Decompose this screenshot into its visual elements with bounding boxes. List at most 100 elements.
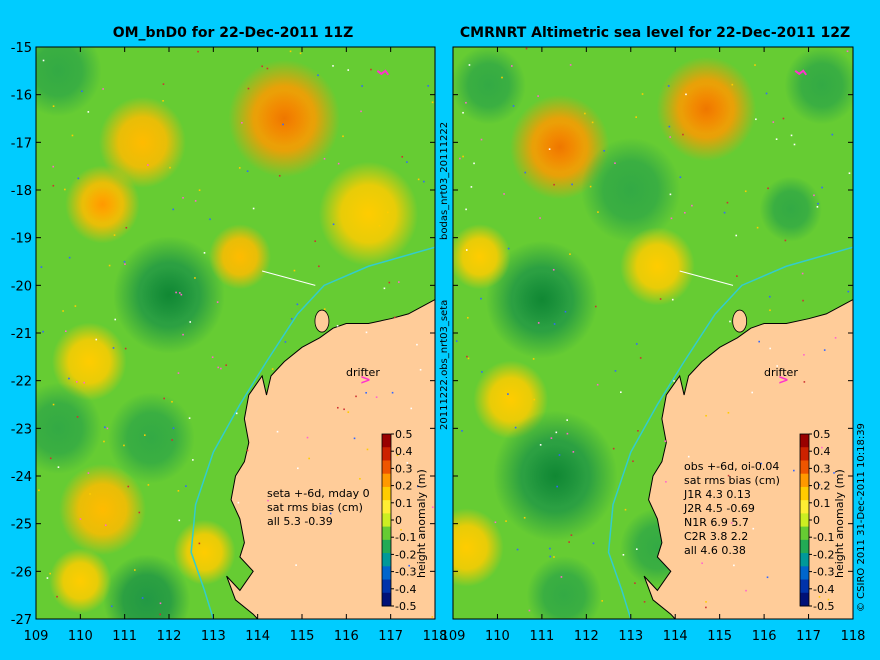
observation-dot [635,116,637,118]
observation-dot [178,519,181,522]
observation-dot [793,469,795,472]
stats-line: all 4.6 0.38 [684,544,746,557]
observation-dot [790,134,793,137]
observation-dot [560,576,563,578]
observation-dot [138,511,141,514]
observation-dot [528,609,531,612]
latitude-tick-label: -18 [11,184,32,199]
observation-dot [775,138,778,140]
colorbar-title: height anomaly (m) [833,469,846,578]
copyright-label: © CSIRO 2011 31-Dec-2011 10:18:39 [856,423,867,612]
observation-dot [745,589,747,592]
colorbar-swatch [800,579,809,594]
observation-dot [46,577,49,579]
observation-dot [162,99,164,102]
observation-dot [673,380,675,382]
stats-line: J2R 4.5 -0.69 [683,502,755,515]
colorbar-swatch [800,447,809,461]
longitude-tick-label: 110 [485,629,510,644]
stats-line: sat rms bias (cm) [267,501,363,514]
observation-dot [566,432,569,435]
observation-dot [818,483,821,486]
observation-dot [104,524,107,527]
observation-dot [793,143,796,146]
observation-dot [667,85,670,87]
anomaly-blob [453,47,526,125]
observation-dot [552,268,555,271]
observation-dot [102,88,104,90]
observation-dot [511,65,513,67]
observation-dot [594,305,597,308]
observation-dot [726,201,729,204]
observation-dot [685,93,687,96]
colorbar-swatch [382,553,391,567]
observation-dot [159,613,162,616]
observation-dot [113,234,116,236]
observation-dot [359,477,361,480]
observation-dot [52,403,55,406]
observation-dot [365,391,367,394]
observation-dot [705,414,707,417]
observation-dot [347,69,350,71]
stats-line: seta +-6d, mday 0 [267,487,370,500]
observation-dot [49,572,51,575]
observation-dot [296,303,299,306]
observation-dot [723,211,726,214]
colorbar-tick-label: 0.1 [813,497,831,510]
colorbar-swatch [800,539,809,554]
observation-dot [141,597,144,599]
left-map-panel [35,46,436,620]
observation-dot [406,161,408,163]
observation-dot [266,67,269,70]
observation-dot [733,564,735,567]
anomaly-blob [453,508,504,587]
observation-dot [127,485,130,488]
observation-dot [267,499,269,502]
observation-dot [71,134,74,137]
observation-dot [744,190,747,193]
observation-dot [337,162,340,165]
observation-dot [466,355,468,358]
latitude-tick-label: -22 [11,375,32,390]
observation-dot [802,299,804,302]
anomaly-core [534,122,585,172]
observation-dot [769,309,771,312]
latitude-tick-label: -23 [11,422,32,437]
colorbar-tick-label: 0 [395,514,402,527]
middle-top-label: bodas_nrt03_20111222 [439,122,450,240]
observation-dot [846,50,849,53]
observation-dot [525,47,528,50]
observation-dot [821,446,823,449]
observation-dot [803,381,806,383]
observation-dot [83,381,85,384]
observation-dot [198,542,201,545]
observation-dot [417,178,420,181]
observation-dot [584,112,586,115]
observation-dot [462,155,464,158]
longitude-tick-label: 117 [378,629,403,644]
observation-dot [727,411,730,414]
observation-dot [570,534,573,536]
longitude-tick-label: 109 [24,629,49,644]
observation-dot [431,101,434,104]
observation-dot [455,340,458,342]
observation-dot [163,397,165,400]
observation-dot [123,260,126,263]
observation-dot [669,136,671,138]
observation-dot [211,356,214,359]
observation-dot [284,341,287,343]
longitude-tick-label: 111 [529,629,554,644]
observation-dot [571,183,573,186]
observation-dot [383,287,386,290]
colorbar-swatch [382,526,391,541]
colorbar-swatch [382,566,391,581]
observation-dot [569,253,571,255]
observation-dot [465,208,467,211]
anomaly-core [141,266,197,323]
observation-dot [539,217,541,219]
observation-dot [417,485,419,488]
anomaly-blob [51,322,127,401]
observation-dot [124,347,127,350]
